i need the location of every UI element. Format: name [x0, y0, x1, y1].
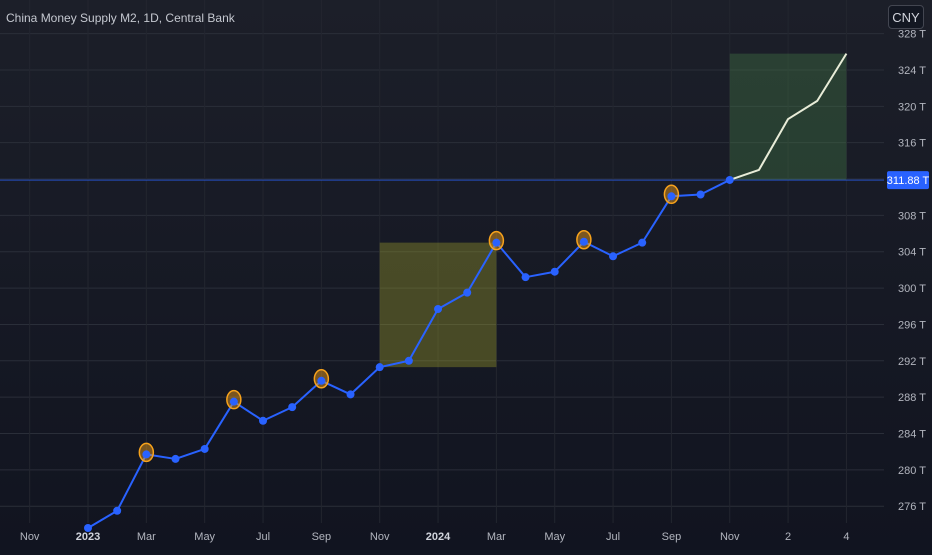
x-tick-label: Mar	[487, 531, 506, 543]
x-tick-label: Mar	[137, 531, 156, 543]
current-value-tag	[887, 171, 929, 190]
data-point[interactable]	[638, 238, 647, 247]
data-point[interactable]	[142, 450, 151, 459]
x-tick-label: 2023	[76, 531, 100, 543]
data-point[interactable]	[492, 238, 501, 247]
highlight-zone	[729, 53, 847, 180]
data-point[interactable]	[404, 356, 413, 365]
x-tick-label: Jul	[256, 531, 270, 543]
data-point[interactable]	[288, 403, 297, 412]
data-point[interactable]	[229, 397, 238, 406]
data-point[interactable]	[696, 190, 705, 199]
y-tick-label: 308 T	[898, 210, 926, 222]
x-tick-label: Sep	[662, 531, 682, 543]
y-tick-label: 288 T	[898, 392, 926, 404]
current-value-label: 311.88 T	[887, 175, 930, 187]
data-point[interactable]	[521, 273, 530, 282]
y-tick-label: 316 T	[898, 138, 926, 150]
x-tick-label: May	[544, 531, 565, 543]
y-tick-label: 292 T	[898, 356, 926, 368]
data-point[interactable]	[434, 304, 443, 313]
currency-button[interactable]: CNY	[888, 5, 924, 29]
chart-title: China Money Supply M2, 1D, Central Bank	[6, 11, 235, 25]
y-tick-label: 276 T	[898, 501, 926, 513]
y-tick-label: 328 T	[898, 29, 926, 41]
x-tick-label: Nov	[20, 531, 40, 543]
data-point[interactable]	[317, 376, 326, 385]
data-point[interactable]	[725, 175, 734, 184]
y-tick-label: 320 T	[898, 101, 926, 113]
y-tick-label: 304 T	[898, 247, 926, 259]
data-point[interactable]	[550, 267, 559, 276]
x-tick-label: Nov	[720, 531, 740, 543]
data-point[interactable]	[200, 444, 209, 453]
x-tick-label: Jul	[606, 531, 620, 543]
data-point[interactable]	[113, 506, 122, 515]
data-point[interactable]	[609, 252, 618, 261]
y-tick-label: 280 T	[898, 465, 926, 477]
data-point[interactable]	[259, 416, 268, 425]
highlight-zone	[379, 242, 497, 368]
x-tick-label: Nov	[370, 531, 390, 543]
x-tick-label: 2024	[426, 531, 451, 543]
y-tick-label: 300 T	[898, 283, 926, 295]
data-point[interactable]	[84, 524, 92, 533]
data-point[interactable]	[579, 237, 588, 246]
data-point[interactable]	[171, 454, 180, 463]
data-point[interactable]	[667, 192, 676, 201]
data-point[interactable]	[346, 390, 355, 399]
data-point[interactable]	[463, 288, 472, 297]
x-tick-label: 2	[785, 531, 791, 543]
series-line-projection	[729, 53, 848, 181]
y-tick-label: 324 T	[898, 65, 926, 77]
x-tick-label: 4	[843, 531, 849, 543]
y-tick-label: 284 T	[898, 428, 926, 440]
x-tick-label: Sep	[312, 531, 332, 543]
y-tick-label: 296 T	[898, 319, 926, 331]
data-point[interactable]	[375, 363, 384, 372]
x-tick-label: May	[194, 531, 215, 543]
